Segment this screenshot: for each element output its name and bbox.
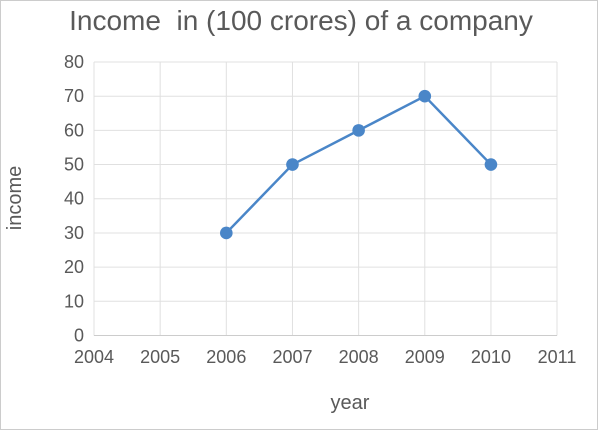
svg-text:60: 60 — [64, 120, 84, 140]
svg-text:income: income — [4, 166, 26, 230]
svg-text:30: 30 — [64, 223, 84, 243]
svg-text:2011: 2011 — [538, 347, 577, 367]
svg-text:year: year — [331, 392, 370, 414]
svg-text:2005: 2005 — [140, 347, 180, 367]
svg-text:80: 80 — [64, 52, 84, 72]
svg-text:0: 0 — [74, 326, 84, 346]
svg-text:2009: 2009 — [405, 347, 445, 367]
svg-text:2008: 2008 — [339, 347, 379, 367]
svg-text:10: 10 — [64, 291, 84, 311]
svg-text:2006: 2006 — [206, 347, 246, 367]
svg-text:20: 20 — [64, 257, 84, 277]
svg-text:40: 40 — [64, 189, 84, 209]
svg-text:2007: 2007 — [272, 347, 312, 367]
svg-text:50: 50 — [64, 155, 84, 175]
svg-text:2004: 2004 — [74, 347, 114, 367]
svg-text:2010: 2010 — [471, 347, 511, 367]
svg-text:70: 70 — [64, 86, 84, 106]
